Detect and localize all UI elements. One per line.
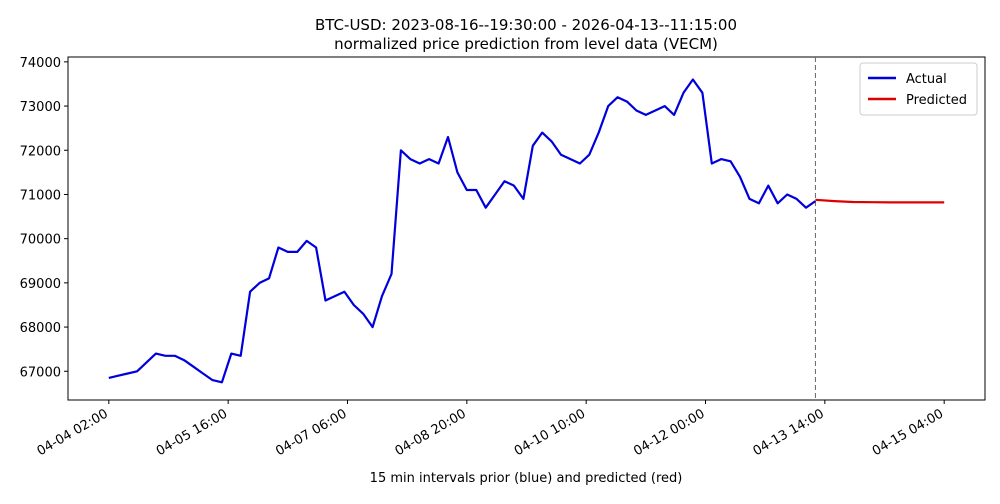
y-tick-label: 72000 xyxy=(20,144,61,159)
line-series xyxy=(108,78,817,384)
chart-title: BTC-USD: 2023-08-16--19:30:00 - 2026-04-… xyxy=(315,16,737,34)
plot-frame xyxy=(67,56,986,401)
y-tick-label: 70000 xyxy=(20,233,61,248)
y-tick-label: 67000 xyxy=(20,365,61,380)
legend-label: Actual xyxy=(906,72,947,87)
y-tick-label: 68000 xyxy=(20,321,61,336)
x-axis-label: 15 min intervals prior (blue) and predic… xyxy=(370,471,683,486)
chart-subtitle: normalized price prediction from level d… xyxy=(334,35,718,53)
line-series xyxy=(815,198,945,204)
y-tick-label: 74000 xyxy=(20,56,61,71)
y-tick-label: 69000 xyxy=(20,277,61,292)
y-tick-label: 73000 xyxy=(20,100,61,115)
legend-label: Predicted xyxy=(906,93,967,108)
y-tick-label: 71000 xyxy=(20,188,61,203)
legend-box xyxy=(859,62,978,116)
